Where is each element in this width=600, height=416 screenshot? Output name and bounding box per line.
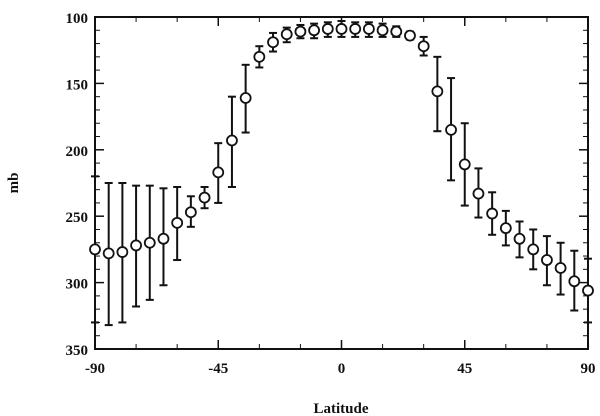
y-tick-label: 350 [66, 343, 89, 359]
data-point [541, 254, 553, 266]
data-point [184, 206, 197, 219]
data-point [431, 85, 444, 98]
data-point [349, 23, 362, 35]
data-point [130, 239, 142, 252]
data-point [116, 246, 129, 258]
data-point [143, 236, 156, 249]
x-tick-label: 45 [457, 361, 472, 377]
data-point [198, 191, 211, 204]
data-point [171, 216, 184, 229]
data-point [294, 25, 307, 38]
data-point [417, 40, 430, 53]
data-point [308, 24, 321, 37]
y-tick-label: 100 [66, 11, 89, 27]
y-axis-label: mb [6, 173, 22, 194]
x-tick-label: 90 [581, 361, 596, 377]
data-point [102, 247, 115, 260]
x-axis-ticks: -90 -45 0 45 90 [85, 17, 596, 377]
x-tick-label: 0 [338, 361, 346, 377]
data-point [335, 23, 348, 35]
data-point [280, 28, 293, 41]
data-point [445, 123, 457, 136]
data-point [513, 232, 526, 245]
data-point [499, 222, 512, 235]
data-point [212, 166, 225, 179]
y-tick-label: 300 [66, 277, 89, 293]
x-tick-label: -45 [208, 361, 228, 377]
data-point [582, 284, 594, 297]
data-point [376, 24, 389, 37]
data-point [253, 50, 266, 63]
data-point [527, 243, 540, 256]
data-point [321, 23, 334, 35]
data-point [239, 92, 252, 104]
x-tick-label: -90 [85, 361, 105, 377]
data-point [267, 36, 279, 49]
data-point [390, 25, 403, 38]
plot-area: -90 -45 0 45 90 100 150 200 250 300 350 [66, 11, 596, 377]
y-tick-label: 200 [66, 144, 89, 160]
data-point [226, 134, 238, 147]
data-point [89, 243, 101, 256]
data-point [486, 207, 499, 220]
data-point [404, 29, 416, 42]
data-point [472, 187, 485, 200]
data-marks [89, 19, 594, 327]
plot-frame [94, 16, 589, 350]
data-point [554, 262, 567, 274]
data-point [568, 275, 581, 288]
y-axis-ticks: 100 150 200 250 300 350 [66, 11, 588, 359]
data-point [362, 23, 375, 35]
y-tick-label: 250 [66, 210, 89, 226]
data-point [157, 232, 170, 245]
x-axis-label: Latitude [313, 401, 368, 416]
y-tick-label: 150 [66, 77, 89, 93]
data-point [458, 158, 471, 171]
